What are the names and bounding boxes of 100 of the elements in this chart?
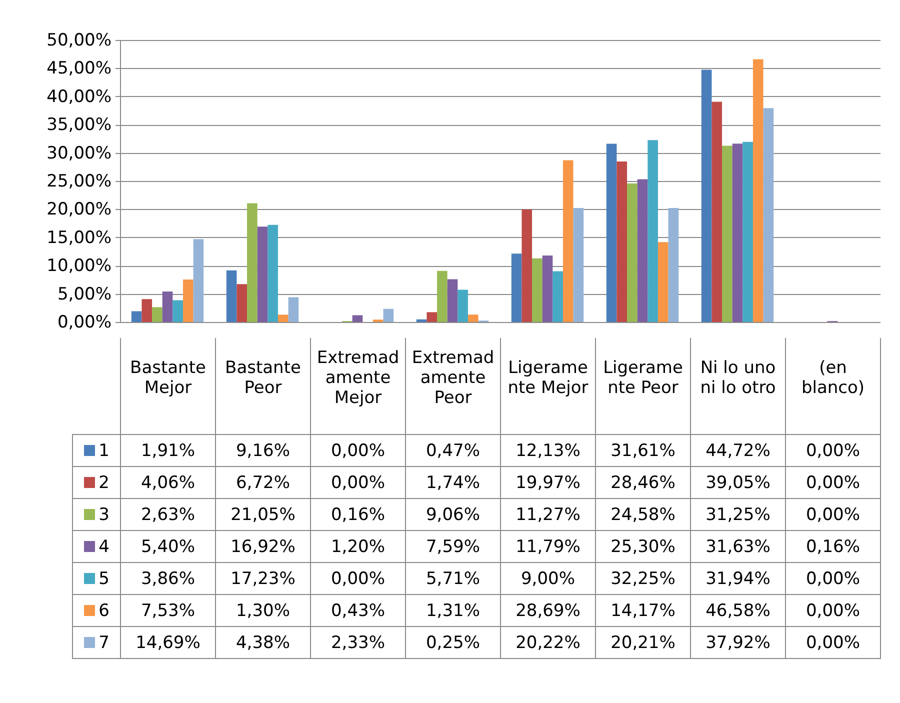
bar: [573, 208, 584, 322]
bar: [648, 140, 658, 322]
bar: [162, 292, 173, 322]
bar: [182, 280, 194, 322]
bar: [732, 144, 743, 322]
x-tick-label: Ligeramente Peor: [596, 322, 690, 434]
data-label: 0,00%: [786, 562, 880, 594]
bar: [668, 208, 679, 322]
bar: [468, 314, 478, 322]
data-label: 16,92%: [216, 530, 310, 562]
x-tick-label: Ligeramente Mejor: [500, 322, 596, 434]
bar: [352, 315, 363, 322]
data-label: 9,00%: [500, 562, 596, 594]
data-label: 2,63%: [120, 498, 216, 530]
data-label: 1,20%: [310, 530, 406, 562]
y-tick-label: 50,00%: [46, 30, 112, 50]
bar: [226, 270, 237, 322]
y-tick-label: 15,00%: [46, 228, 112, 248]
legend-label: 7: [72, 626, 120, 658]
data-label: 28,46%: [596, 466, 690, 498]
data-label: 4,38%: [216, 626, 310, 658]
data-label: 20,22%: [500, 626, 596, 658]
bar: [701, 70, 712, 322]
legend-label: 4: [72, 530, 120, 562]
data-label: 20,21%: [596, 626, 690, 658]
data-label: 5,40%: [120, 530, 216, 562]
bar: [236, 284, 248, 322]
data-label: 21,05%: [216, 498, 310, 530]
data-label: 1,31%: [406, 594, 500, 626]
bar: [522, 209, 532, 322]
y-tick-label: 45,00%: [46, 58, 112, 79]
data-label: 1,91%: [120, 434, 216, 466]
x-tick-label: Bastante Peor: [216, 322, 310, 434]
data-label: 11,79%: [500, 530, 596, 562]
bar: [637, 179, 648, 322]
legend-label: 1: [72, 434, 120, 466]
bar: [172, 300, 183, 322]
bar: [616, 161, 628, 322]
data-label: 12,13%: [500, 434, 596, 466]
data-label: 24,58%: [596, 498, 690, 530]
bar: [606, 144, 617, 322]
x-tick-label: Ni lo uno ni lo otro: [690, 322, 786, 434]
y-tick-label: 10,00%: [46, 256, 112, 276]
data-label: 3,86%: [120, 562, 216, 594]
data-label: 1,74%: [406, 466, 500, 498]
x-tick-label: Extremadamente Mejor: [310, 322, 406, 434]
data-label: 0,00%: [786, 594, 880, 626]
data-label: 0,00%: [310, 466, 406, 498]
y-tick-label: 0,00%: [57, 312, 112, 332]
data-label: 31,94%: [690, 562, 786, 594]
data-label: 9,16%: [216, 434, 310, 466]
data-label: 19,97%: [500, 466, 596, 498]
bar: [511, 254, 522, 322]
bar: [627, 183, 638, 322]
data-label: 31,61%: [596, 434, 690, 466]
data-label: 9,06%: [406, 498, 500, 530]
data-label: 14,17%: [596, 594, 690, 626]
bar: [416, 319, 427, 322]
bar: [257, 226, 268, 322]
bar: [268, 224, 278, 322]
legend-label: 5: [72, 562, 120, 594]
data-label: 4,06%: [120, 466, 216, 498]
data-label: 5,71%: [406, 562, 500, 594]
bar: [458, 290, 468, 322]
bar: [288, 297, 299, 322]
data-label: 1,30%: [216, 594, 310, 626]
legend-label: 6: [72, 594, 120, 626]
data-label: 39,05%: [690, 466, 786, 498]
x-tick-label: Extremadamente Peor: [406, 322, 500, 434]
data-label: 0,16%: [310, 498, 406, 530]
data-label: 28,69%: [500, 594, 596, 626]
data-label: 46,58%: [690, 594, 786, 626]
data-label: 0,00%: [786, 498, 880, 530]
data-label: 0,47%: [406, 434, 500, 466]
y-tick-label: 20,00%: [46, 200, 112, 220]
data-label: 11,27%: [500, 498, 596, 530]
data-label: 0,25%: [406, 626, 500, 658]
data-label: 7,53%: [120, 594, 216, 626]
bar: [752, 59, 764, 322]
bar: [278, 314, 288, 322]
bar: [131, 311, 142, 322]
bar: [532, 258, 542, 322]
bar: [763, 108, 774, 322]
bar: [193, 239, 204, 322]
bar: [247, 203, 258, 322]
data-label: 0,00%: [786, 434, 880, 466]
legend-label: 3: [72, 498, 120, 530]
y-tick-label: 40,00%: [46, 86, 112, 107]
data-label: 6,72%: [216, 466, 310, 498]
bar: [742, 142, 753, 322]
data-label: 17,23%: [216, 562, 310, 594]
bar: [142, 299, 152, 322]
y-tick-label: 25,00%: [46, 172, 112, 192]
data-label: 2,33%: [310, 626, 406, 658]
bar: [542, 256, 553, 322]
bar: [722, 146, 732, 322]
bar: [712, 102, 722, 322]
bar: [552, 271, 563, 322]
data-label: 7,59%: [406, 530, 500, 562]
data-label: 32,25%: [596, 562, 690, 594]
